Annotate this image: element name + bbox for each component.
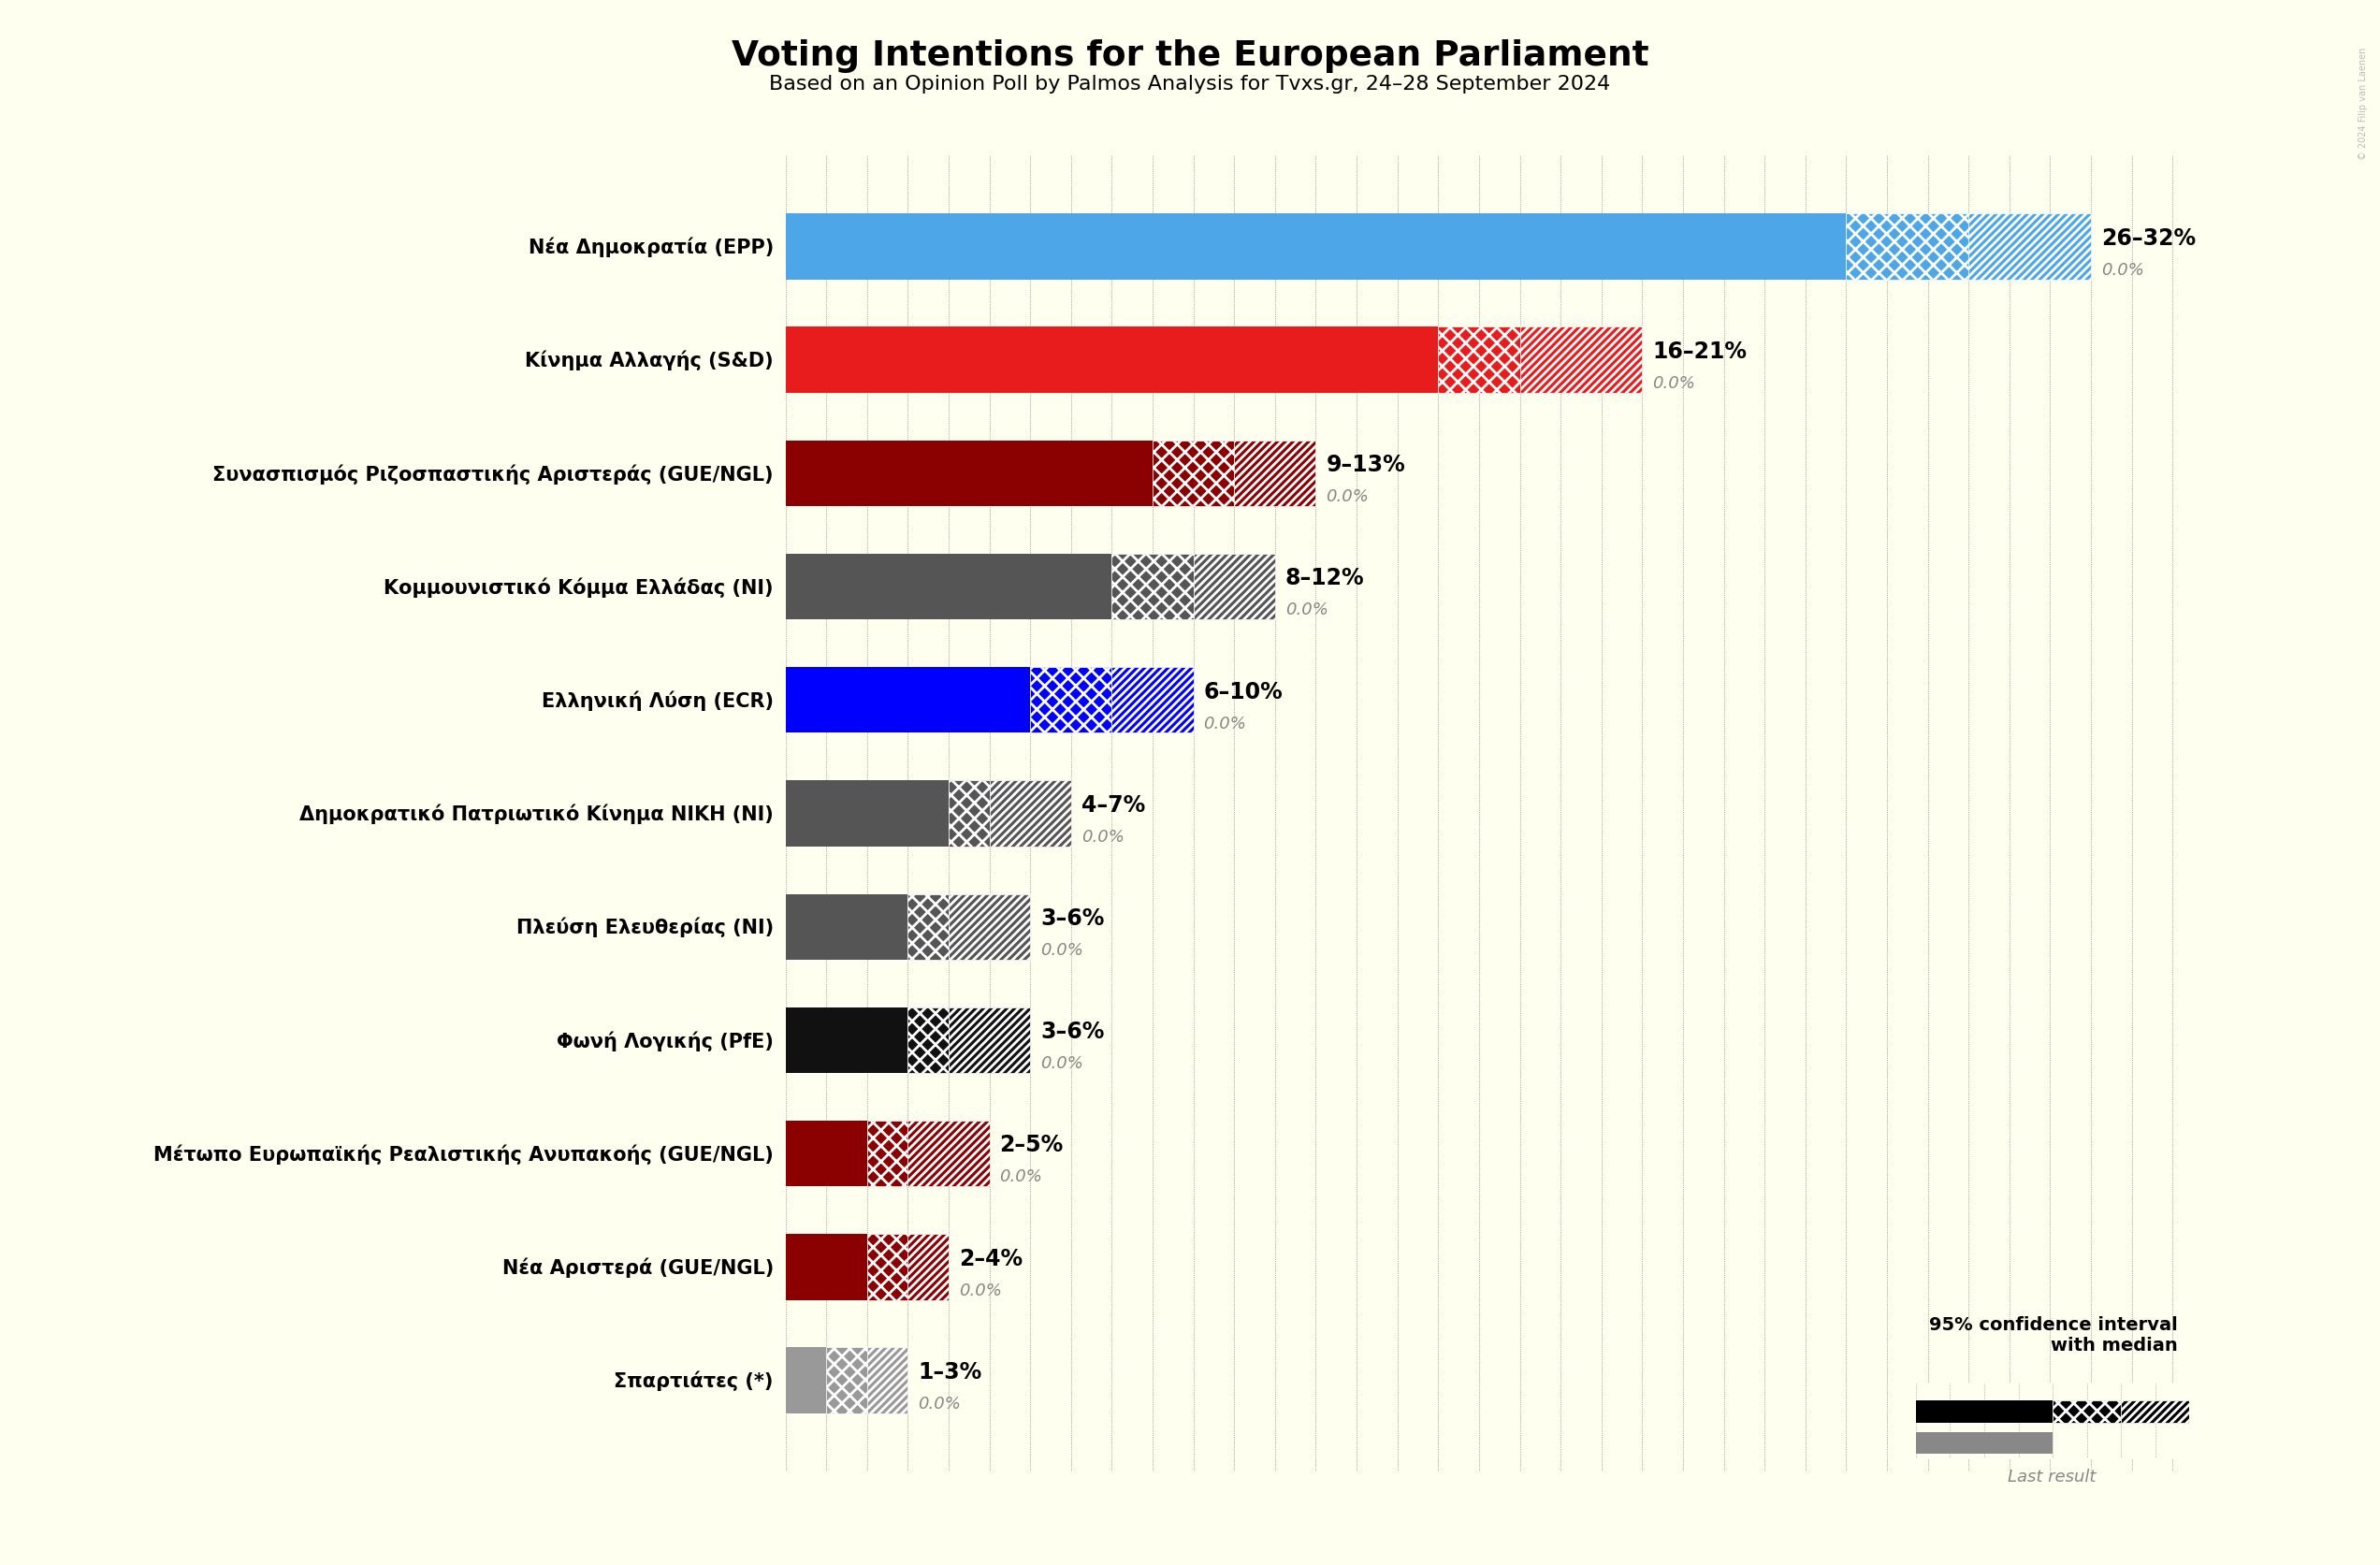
Bar <box>2052 1401 2121 1423</box>
Bar <box>990 781 1071 847</box>
Text: Nέα Δημοκρατία (EPP): Nέα Δημοκρατία (EPP) <box>528 238 774 257</box>
Text: 2–4%: 2–4% <box>959 1247 1023 1269</box>
Text: 9–13%: 9–13% <box>1326 454 1404 476</box>
Bar <box>785 1235 866 1301</box>
Text: 0.0%: 0.0% <box>1285 601 1328 618</box>
Text: 0.0%: 0.0% <box>1000 1167 1042 1185</box>
Bar <box>866 1121 907 1186</box>
Bar <box>866 1235 907 1301</box>
Bar <box>2121 1401 2190 1423</box>
Bar <box>1031 668 1111 734</box>
Bar <box>907 1235 950 1301</box>
Text: 6–10%: 6–10% <box>1204 681 1283 703</box>
Bar <box>1916 1401 2052 1423</box>
Bar <box>1192 554 1276 620</box>
Text: Κομμουνιστικό Κόμμα Ελλάδας (NI): Κομμουνιστικό Κόμμα Ελλάδας (NI) <box>383 577 773 598</box>
Bar <box>785 1008 907 1074</box>
Text: 0.0%: 0.0% <box>919 1394 962 1412</box>
Bar <box>866 1347 907 1413</box>
Text: 0.0%: 0.0% <box>1652 374 1695 391</box>
Text: 0.0%: 0.0% <box>1040 1055 1083 1072</box>
Text: Based on an Opinion Poll by Palmos Analysis for Tvxs.gr, 24–28 September 2024: Based on an Opinion Poll by Palmos Analy… <box>769 75 1611 94</box>
Bar <box>907 1008 950 1074</box>
Text: Ελληνική Λύση (ECR): Ελληνική Λύση (ECR) <box>543 690 774 711</box>
Text: Μέτωπο Ευρωπαϊκής Ρεαλιστικής Ανυπακοής (GUE/NGL): Μέτωπο Ευρωπαϊκής Ρεαλιστικής Ανυπακοής … <box>152 1144 774 1164</box>
Text: 0.0%: 0.0% <box>2102 261 2144 279</box>
Bar <box>1152 441 1235 507</box>
Bar <box>785 327 1438 393</box>
Bar <box>907 894 950 959</box>
Bar <box>950 894 1031 959</box>
Text: 1–3%: 1–3% <box>919 1360 983 1382</box>
Text: 8–12%: 8–12% <box>1285 567 1364 590</box>
Bar <box>1968 214 2092 280</box>
Text: 95% confidence interval
with median: 95% confidence interval with median <box>1930 1316 2178 1354</box>
Text: Συνασπισμός Ριζοσπαστικής Αριστεράς (GUE/NGL): Συνασπισμός Ριζοσπαστικής Αριστεράς (GUE… <box>212 463 773 484</box>
Bar <box>826 1347 866 1413</box>
Text: 3–6%: 3–6% <box>1040 906 1104 930</box>
Text: 4–7%: 4–7% <box>1081 793 1145 815</box>
Text: 2–5%: 2–5% <box>1000 1133 1064 1157</box>
Bar <box>785 894 907 959</box>
Text: 0.0%: 0.0% <box>1326 488 1368 505</box>
Bar <box>1111 554 1192 620</box>
Text: Κίνημα Αλλαγής (S&D): Κίνημα Αλλαγής (S&D) <box>526 351 774 371</box>
Bar <box>785 668 1031 734</box>
Text: 3–6%: 3–6% <box>1040 1020 1104 1042</box>
Bar <box>1111 668 1192 734</box>
Bar <box>1847 214 1968 280</box>
Bar <box>1916 1432 2052 1454</box>
Text: © 2024 Filip van Laenen: © 2024 Filip van Laenen <box>2359 47 2368 160</box>
Text: Δημοκρατικό Πατριωτικό Κίνημα ΝΙΚΗ (NI): Δημοκρατικό Πατριωτικό Κίνημα ΝΙΚΗ (NI) <box>300 804 773 823</box>
Bar <box>785 554 1111 620</box>
Bar <box>785 781 950 847</box>
Bar <box>785 1121 866 1186</box>
Text: Πλεύση Ελευθερίας (NI): Πλεύση Ελευθερίας (NI) <box>516 917 773 937</box>
Text: 0.0%: 0.0% <box>959 1282 1002 1299</box>
Text: 16–21%: 16–21% <box>1652 340 1747 363</box>
Text: 26–32%: 26–32% <box>2102 227 2197 249</box>
Bar <box>785 441 1152 507</box>
Text: Νέα Αριστερά (GUE/NGL): Νέα Αριστερά (GUE/NGL) <box>502 1257 773 1277</box>
Bar <box>950 1008 1031 1074</box>
Text: Φωνή Λογικής (PfE): Φωνή Λογικής (PfE) <box>557 1030 774 1050</box>
Bar <box>950 781 990 847</box>
Bar <box>1521 327 1642 393</box>
Text: 0.0%: 0.0% <box>1081 828 1123 845</box>
Bar <box>785 214 1847 280</box>
Bar <box>785 1347 826 1413</box>
Bar <box>907 1121 990 1186</box>
Text: Voting Intentions for the European Parliament: Voting Intentions for the European Parli… <box>731 39 1649 74</box>
Text: 0.0%: 0.0% <box>1040 942 1083 958</box>
Bar <box>1438 327 1521 393</box>
Text: 0.0%: 0.0% <box>1204 715 1247 731</box>
Bar <box>1235 441 1316 507</box>
Text: Σπαρτιάτες (*): Σπαρτιάτες (*) <box>614 1371 773 1390</box>
Text: Last result: Last result <box>2006 1468 2097 1485</box>
